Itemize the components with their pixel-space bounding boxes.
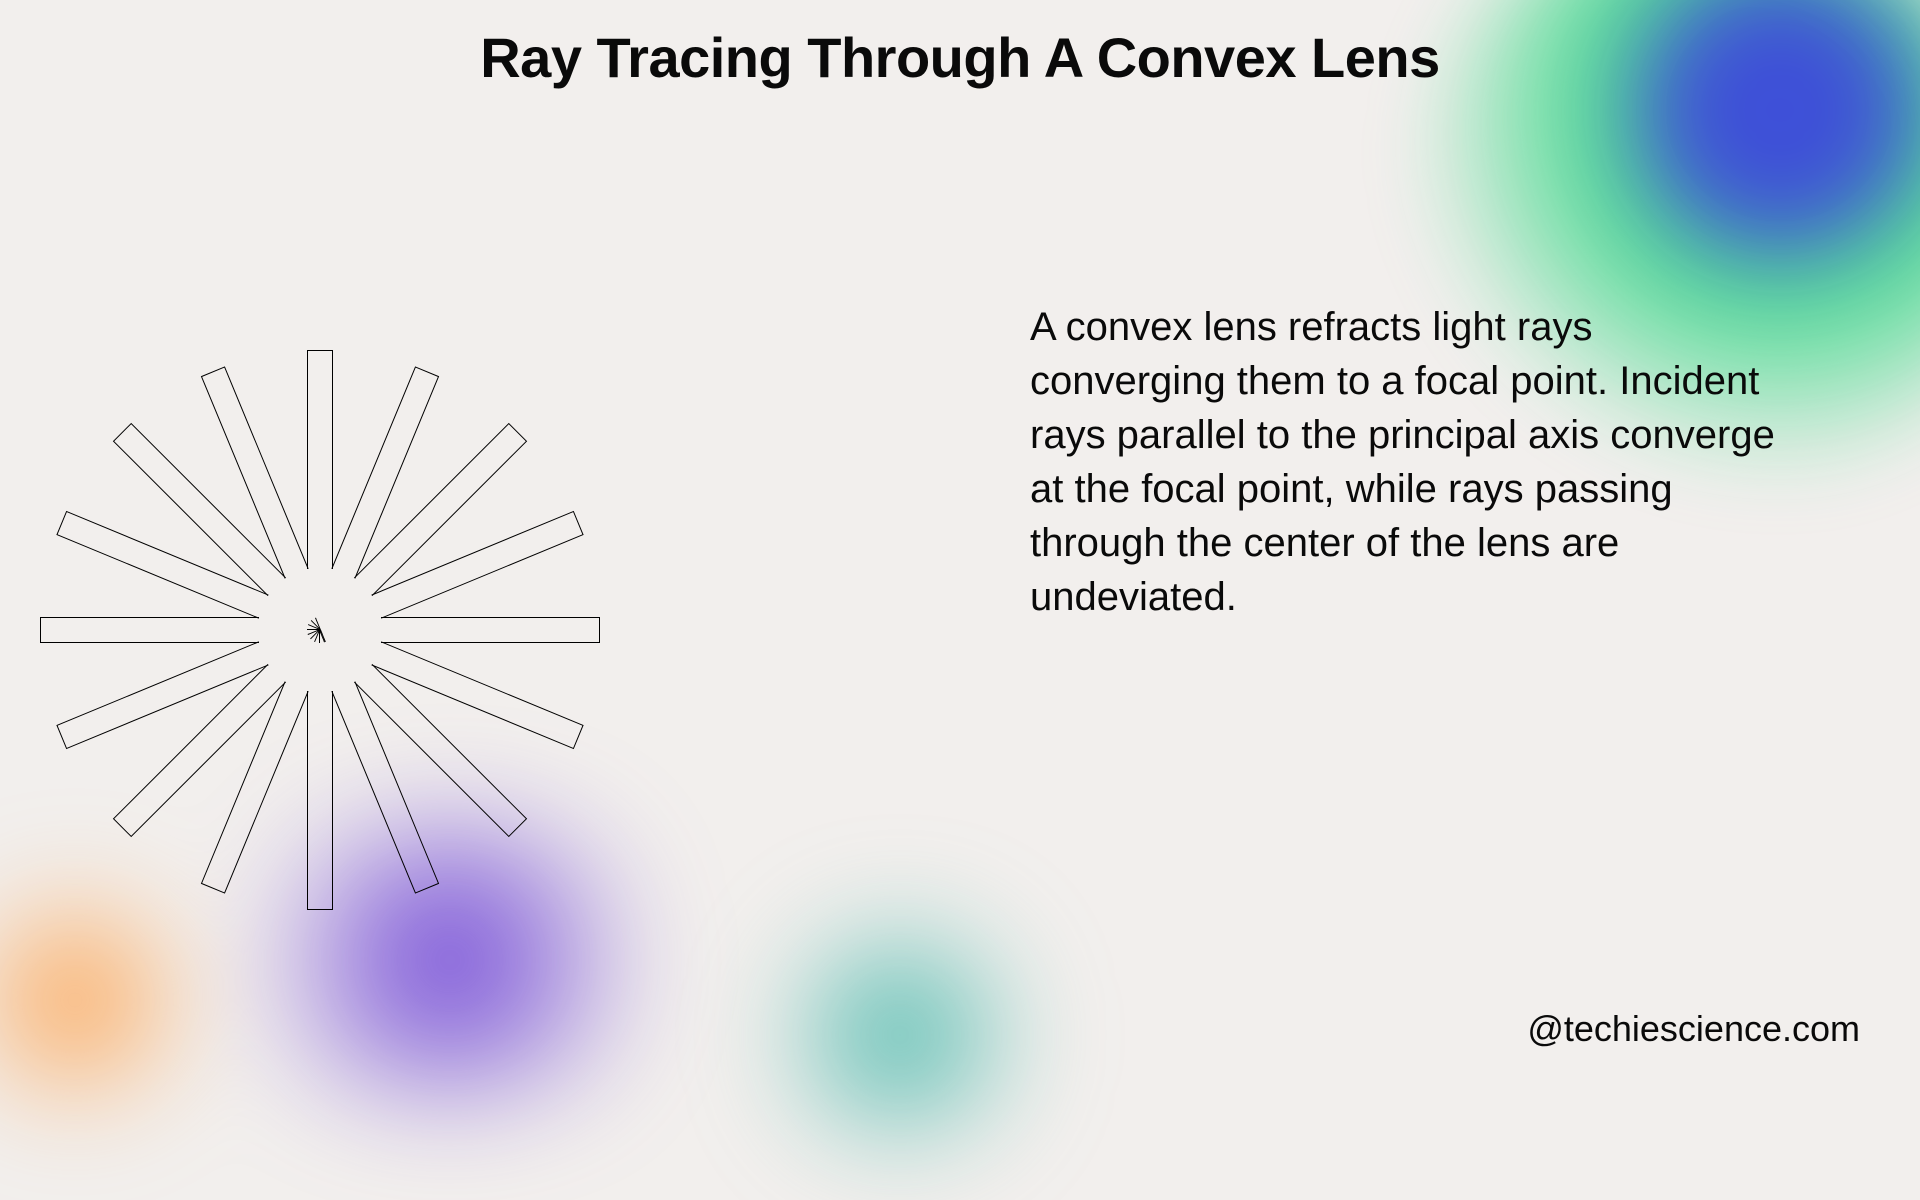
page-title: Ray Tracing Through A Convex Lens xyxy=(480,25,1440,90)
attribution-text: @techiescience.com xyxy=(1527,1008,1860,1050)
decorative-blob-bottom-teal xyxy=(750,910,1050,1160)
starburst-graphic xyxy=(40,350,600,910)
body-paragraph: A convex lens refracts light rays conver… xyxy=(1030,300,1790,624)
